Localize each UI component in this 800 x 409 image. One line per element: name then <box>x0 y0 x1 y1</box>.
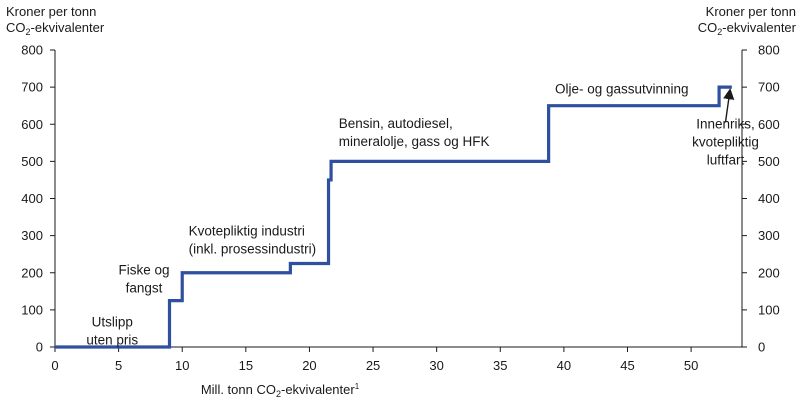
annotation-label: Fiske og fangst <box>119 263 170 296</box>
y-axis-title-right-line2-b: -ekvivalenter <box>722 20 796 35</box>
annotation-line: Bensin, autodiesel, <box>339 116 453 131</box>
annotation-label: Innenriks, kvotepliktig luftfart <box>692 117 759 168</box>
y-tick-label-right: 200 <box>758 265 780 280</box>
annotation-line: Fiske og <box>119 263 170 278</box>
x-tick-label: 25 <box>366 358 380 373</box>
annotation-line: kvotepliktig <box>692 135 759 150</box>
series-line <box>55 85 732 349</box>
y-axis-title-left-line2-b: -ekvivalenter <box>31 20 105 35</box>
y-tick-label-right: 600 <box>758 117 780 132</box>
annotation-arrow <box>723 88 735 123</box>
x-axis-title: Mill. tonn CO2-ekvivalenter1 <box>201 382 360 399</box>
y-tick-label-right: 300 <box>758 228 780 243</box>
x-tick-label: 0 <box>51 358 58 373</box>
y-tick-label-left: 0 <box>36 340 43 355</box>
annotation-line: luftfart <box>707 153 745 168</box>
annotation-line: (inkl. prosessindustri) <box>189 242 317 257</box>
x-axis-title-sup: 1 <box>355 382 360 391</box>
annotation-label: Kvotepliktig industri (inkl. prosessindus… <box>189 224 317 257</box>
annotation-line: Innenriks, <box>696 117 755 132</box>
y-tick-label-left: 100 <box>21 302 43 317</box>
x-tick-label: 20 <box>302 358 316 373</box>
x-tick-label: 5 <box>115 358 122 373</box>
y-tick-label-left: 500 <box>21 154 43 169</box>
x-axis-title-b: -ekvivalenter <box>281 382 355 397</box>
y-tick-label-left: 700 <box>21 80 43 95</box>
y-tick-label-right: 0 <box>758 340 765 355</box>
annotation-label: Bensin, autodiesel, mineralolje, gass og … <box>339 116 490 149</box>
y-axis-title-right-line2-a: CO <box>698 20 718 35</box>
x-tick-label: 30 <box>429 358 443 373</box>
y-axis-title-right-line1: Kroner per tonn <box>706 4 796 19</box>
y-tick-label-left: 300 <box>21 228 43 243</box>
x-tick-label: 10 <box>175 358 189 373</box>
y-tick-label-right: 700 <box>758 80 780 95</box>
annotation-line: Kvotepliktig industri <box>189 224 305 239</box>
annotation-line: Olje- og gassutvinning <box>555 81 689 96</box>
x-tick-label: 35 <box>493 358 507 373</box>
y-tick-label-left: 800 <box>21 43 43 58</box>
y-axis-title-left-line2-sub: 2 <box>26 27 31 37</box>
y-axis-title-left: Kroner per tonn CO2-ekvivalenter <box>6 4 105 37</box>
annotation-label: Utslipp uten pris <box>86 315 138 348</box>
y-tick-label-left: 200 <box>21 265 43 280</box>
y-tick-label-left: 400 <box>21 191 43 206</box>
y-tick-label-right: 800 <box>758 43 780 58</box>
y-tick-label-right: 400 <box>758 191 780 206</box>
y-axis-title-right-2: CO2-ekvivalenter <box>698 20 797 37</box>
x-tick-label: 40 <box>557 358 571 373</box>
annotation-label: Olje- og gassutvinning <box>555 81 689 96</box>
annotations: Utslipp uten pris Fiske og fangst Kvoteplikt… <box>86 81 759 347</box>
series <box>55 85 732 349</box>
y-tick-label-right: 100 <box>758 302 780 317</box>
x-tick-label: 45 <box>620 358 634 373</box>
y-axis-title-left-line2-a: CO <box>6 20 26 35</box>
y-axis-title-right: Kroner per tonn <box>706 4 796 19</box>
annotation-line: Utslipp <box>92 315 133 330</box>
x-tick-label: 15 <box>239 358 253 373</box>
annotation-line: fangst <box>126 281 163 296</box>
annotation-line: uten pris <box>86 333 138 348</box>
x-axis-title-sub: 2 <box>276 389 281 399</box>
y-tick-label-left: 600 <box>21 117 43 132</box>
x-tick-label: 50 <box>684 358 698 373</box>
x-axis-title-a: Mill. tonn CO <box>201 382 276 397</box>
annotation-line: mineralolje, gass og HFK <box>339 134 490 149</box>
y-axis-title-right-line2-sub: 2 <box>717 27 722 37</box>
y-axis-title-left-line1: Kroner per tonn <box>6 4 96 19</box>
y-tick-label-right: 500 <box>758 154 780 169</box>
